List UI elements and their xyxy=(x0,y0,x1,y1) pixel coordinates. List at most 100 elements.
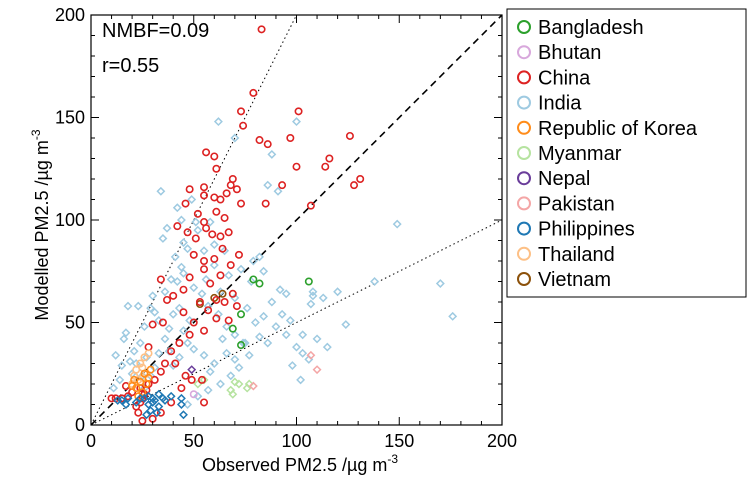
data-point xyxy=(237,310,246,319)
data-point xyxy=(249,88,258,97)
data-point xyxy=(209,240,219,250)
data-point xyxy=(312,334,322,344)
data-point xyxy=(179,238,188,248)
data-point xyxy=(226,261,235,270)
data-point xyxy=(220,213,229,222)
data-point xyxy=(154,402,164,412)
data-point xyxy=(140,369,149,378)
annotation-r: r=0.55 xyxy=(102,55,159,77)
legend-item-pakistan: Pakistan xyxy=(517,193,615,215)
data-point xyxy=(212,295,221,304)
data-point xyxy=(226,181,235,190)
data-point xyxy=(176,215,186,225)
data-point xyxy=(224,228,233,237)
legend-label: China xyxy=(538,67,591,89)
series-nepal xyxy=(187,365,197,375)
data-point xyxy=(123,393,133,403)
data-point xyxy=(183,338,193,348)
data-point xyxy=(322,342,332,352)
data-point xyxy=(200,326,209,335)
legend-label: Republic of Korea xyxy=(538,118,698,140)
data-point xyxy=(175,338,184,347)
data-point xyxy=(133,301,143,311)
data-point xyxy=(205,367,215,377)
data-point xyxy=(230,377,240,387)
legend: Bangladesh Bhutan China India Republic of Ko… xyxy=(506,8,747,298)
data-point xyxy=(200,398,209,407)
data-point xyxy=(345,131,354,140)
data-point xyxy=(250,318,260,327)
x-tick-label: 0 xyxy=(86,431,96,451)
data-point xyxy=(244,379,254,389)
data-point xyxy=(179,326,188,336)
data-point xyxy=(187,365,197,375)
data-point xyxy=(193,225,203,235)
data-point xyxy=(174,303,184,313)
data-point xyxy=(187,375,196,384)
data-point xyxy=(204,306,213,315)
data-point xyxy=(226,371,236,381)
data-point xyxy=(208,230,217,239)
data-point xyxy=(277,309,287,319)
data-point xyxy=(146,365,155,374)
legend-marker xyxy=(517,246,531,261)
data-point xyxy=(259,311,269,321)
data-point xyxy=(183,244,193,254)
data-point xyxy=(306,350,316,360)
data-point xyxy=(160,334,170,344)
data-point xyxy=(121,400,131,409)
legend-marker xyxy=(517,221,531,236)
legend-marker xyxy=(517,120,531,135)
data-point xyxy=(181,371,190,380)
data-point xyxy=(189,250,198,259)
legend-item-republic-of-korea: Republic of Korea xyxy=(517,118,698,140)
data-point xyxy=(191,217,201,227)
data-point xyxy=(249,275,258,284)
data-point xyxy=(273,186,283,196)
legend-item-myanmar: Myanmar xyxy=(517,143,622,165)
data-point xyxy=(234,363,244,373)
data-point xyxy=(109,383,119,393)
data-point xyxy=(179,308,188,317)
data-point xyxy=(144,400,154,409)
data-point xyxy=(237,199,246,208)
data-point xyxy=(185,330,194,339)
data-point xyxy=(350,181,359,190)
data-point xyxy=(321,162,330,171)
data-point xyxy=(228,389,238,399)
data-point xyxy=(308,291,318,301)
legend-marker xyxy=(517,45,531,60)
data-point xyxy=(306,201,315,210)
data-point xyxy=(237,107,246,116)
data-point xyxy=(244,350,254,360)
data-point xyxy=(203,385,213,395)
data-point xyxy=(173,222,182,231)
data-point xyxy=(202,224,211,233)
data-point xyxy=(248,256,258,266)
data-point xyxy=(392,219,402,229)
data-point xyxy=(224,316,233,325)
data-point xyxy=(232,302,241,311)
data-point xyxy=(163,295,172,304)
data-points xyxy=(107,25,458,425)
data-point xyxy=(183,400,193,409)
data-point xyxy=(156,275,165,284)
data-point xyxy=(341,320,351,330)
y-tick-label: 100 xyxy=(55,210,85,230)
legend-label: Myanmar xyxy=(538,143,622,165)
data-point xyxy=(189,390,198,399)
legend-item-thailand: Thailand xyxy=(517,244,615,266)
data-point xyxy=(216,195,225,204)
axis-ticks: 00 50 50 100 100 150 150 200 200 xyxy=(55,5,517,451)
data-point xyxy=(278,181,287,190)
series-philippines xyxy=(113,389,188,420)
data-point xyxy=(160,287,170,297)
data-point xyxy=(136,359,145,368)
data-point xyxy=(107,394,116,403)
data-point xyxy=(222,322,232,332)
data-point xyxy=(216,232,225,241)
legend-item-philippines: Philippines xyxy=(517,219,635,241)
data-point xyxy=(176,393,186,403)
data-point xyxy=(222,189,231,198)
data-point xyxy=(201,274,211,284)
